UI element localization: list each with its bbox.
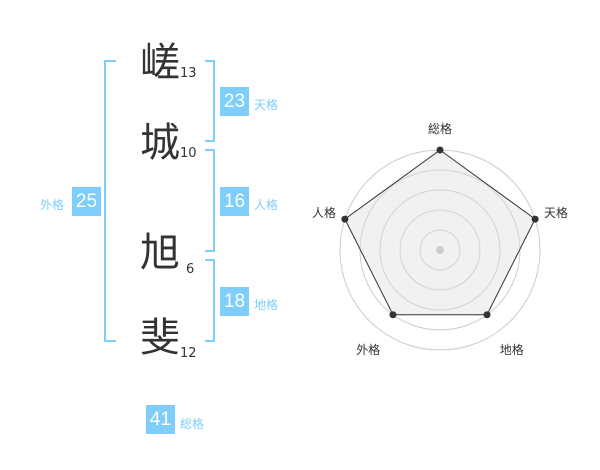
radar-point	[436, 146, 444, 154]
radar-axis-label: 天格	[544, 206, 569, 221]
radar-area	[344, 149, 536, 316]
chikaku-bracket	[205, 259, 215, 342]
radar-point	[341, 215, 349, 223]
radar-point	[389, 311, 397, 319]
gaikaku-bracket	[104, 60, 116, 342]
gaikaku-value: 25	[72, 187, 101, 216]
stroke-count-1: 13	[180, 66, 197, 81]
chikaku-label: 地格	[254, 298, 279, 312]
gaikaku-label: 外格	[40, 198, 65, 212]
jinkaku-value: 16	[220, 187, 249, 216]
radar-axis-label: 地格	[499, 342, 524, 357]
radar-axis-label: 外格	[356, 342, 381, 357]
radar-point	[483, 311, 491, 319]
name-char-2: 城	[140, 120, 180, 166]
tenkaku-value: 23	[220, 87, 249, 116]
radar-axis-label: 総格	[427, 122, 452, 136]
radar-center	[436, 246, 444, 254]
jinkaku-label: 人格	[254, 198, 279, 212]
chikaku-value: 18	[220, 287, 249, 316]
radar-grid-ring	[419, 229, 461, 271]
tenkaku-label: 天格	[254, 98, 279, 112]
radar-grid-ring	[399, 209, 481, 291]
tenkaku-bracket	[205, 60, 215, 142]
name-char-3: 旭	[140, 230, 180, 276]
radar-point	[531, 215, 539, 223]
stroke-count-3: 6	[186, 262, 195, 277]
stroke-count-4: 12	[180, 346, 197, 361]
soukaku-label: 総格	[180, 417, 205, 431]
radar-axis-label: 人格	[311, 206, 336, 221]
stroke-count-2: 10	[180, 146, 197, 161]
radar-grid-ring	[379, 189, 501, 311]
jinkaku-bracket	[205, 149, 215, 252]
name-char-4: 斐	[140, 315, 180, 361]
soukaku-value: 41	[146, 405, 175, 434]
name-char-1: 嵯	[140, 40, 180, 86]
